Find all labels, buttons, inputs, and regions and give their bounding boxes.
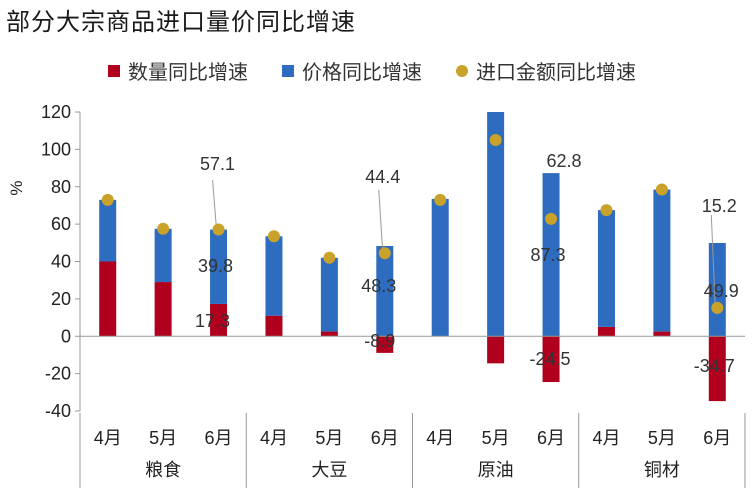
price-bar [487, 112, 505, 337]
quantity-bar [210, 303, 228, 337]
quantity-bar [99, 261, 117, 337]
group-label: 铜材 [644, 460, 680, 480]
price-bar [431, 198, 449, 337]
x-month-label: 4月 [592, 428, 620, 448]
data-label-quantity: 17.3 [195, 311, 230, 331]
legend-swatch-price [282, 64, 294, 77]
group-label: 粮食 [145, 460, 181, 480]
amount-dot [434, 193, 447, 206]
y-tick-label: 0 [61, 326, 71, 346]
y-tick-label: 80 [51, 177, 71, 197]
amount-dot [212, 223, 225, 236]
quantity-bar [597, 326, 615, 337]
x-month-label: 5月 [315, 428, 343, 448]
leader-line [212, 179, 218, 230]
leader-line [710, 214, 716, 308]
amount-dot [711, 301, 724, 314]
y-tick-label: -20 [45, 364, 71, 384]
quantity-bar [265, 315, 283, 337]
price-bar [99, 199, 117, 262]
legend: 数量同比增速 价格同比增速 进口金额同比增速 [108, 56, 636, 85]
data-label-quantity: -24.5 [530, 349, 571, 369]
legend-item-quantity[interactable]: 数量同比增速 [108, 56, 248, 85]
price-bar [597, 210, 615, 327]
data-label-price: 39.8 [198, 256, 233, 276]
quantity-bar [320, 331, 338, 337]
chart-title: 部分大宗商品进口量价同比增速 [6, 8, 356, 36]
group-label: 大豆 [311, 460, 347, 480]
x-month-label: 6月 [205, 428, 233, 448]
data-label-price: 87.3 [531, 245, 566, 265]
amount-dot [267, 230, 280, 243]
y-tick-label: 60 [51, 214, 71, 234]
data-label-quantity: -34.7 [694, 356, 735, 376]
x-month-label: 4月 [260, 428, 288, 448]
legend-label-amount: 进口金额同比增速 [476, 60, 636, 84]
amount-dot [157, 222, 170, 235]
x-month-label: 4月 [426, 428, 454, 448]
y-tick-label: 20 [51, 289, 71, 309]
price-bar [653, 189, 671, 332]
price-bar [210, 229, 228, 304]
x-month-label: 6月 [537, 428, 565, 448]
quantity-bar [708, 336, 726, 402]
data-label-quantity: -8.9 [364, 331, 395, 351]
y-tick-label: 120 [41, 102, 71, 122]
legend-item-price[interactable]: 价格同比增速 [282, 56, 422, 85]
y-tick-label: -40 [45, 401, 71, 421]
x-month-label: 5月 [648, 428, 676, 448]
amount-dot [600, 204, 613, 217]
group-label: 原油 [478, 460, 514, 480]
data-label-price: 49.9 [704, 281, 739, 301]
y-tick-label: 100 [41, 139, 71, 159]
price-bar [376, 245, 394, 337]
data-label-amount: 44.4 [365, 167, 400, 187]
quantity-bar [653, 331, 671, 337]
legend-swatch-amount [456, 64, 468, 77]
price-bar [542, 173, 560, 337]
data-label-amount: 57.1 [200, 154, 235, 174]
data-label-amount: 15.2 [702, 196, 737, 216]
price-bar [154, 228, 172, 283]
price-bar [265, 236, 283, 316]
amount-dot [545, 212, 558, 225]
quantity-bar [542, 336, 560, 383]
x-month-label: 4月 [94, 428, 122, 448]
leader-line [378, 189, 384, 254]
y-tick-label: 40 [51, 252, 71, 272]
amount-dot [323, 251, 336, 264]
quantity-bar [376, 336, 394, 353]
legend-item-amount[interactable]: 进口金额同比增速 [456, 56, 636, 85]
x-month-label: 5月 [482, 428, 510, 448]
amount-dot [489, 134, 502, 147]
price-bar [320, 257, 338, 332]
legend-label-quantity: 数量同比增速 [128, 60, 248, 84]
amount-dot [378, 247, 391, 260]
x-month-label: 5月 [149, 428, 177, 448]
x-month-label: 6月 [703, 428, 731, 448]
x-month-label: 6月 [371, 428, 399, 448]
legend-swatch-quantity [108, 64, 120, 77]
quantity-bar [154, 282, 172, 337]
amount-dot [101, 193, 114, 206]
amount-dot [655, 183, 668, 196]
data-label-amount: 62.8 [547, 151, 582, 171]
legend-label-price: 价格同比增速 [302, 60, 422, 84]
data-label-price: 48.3 [361, 276, 396, 296]
y-axis-label: % [7, 180, 26, 195]
quantity-bar [487, 336, 505, 364]
